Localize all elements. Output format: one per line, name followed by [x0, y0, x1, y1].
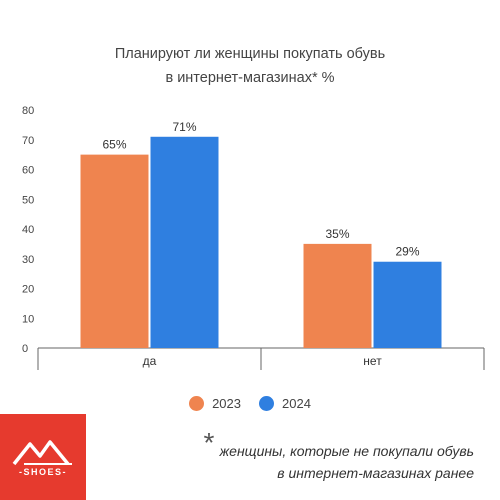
data-label-2023-0: 65%: [102, 138, 126, 152]
bar-2024-0: [150, 136, 219, 348]
y-tick-label: 10: [22, 313, 34, 325]
footnote-asterisk: *: [203, 427, 215, 458]
y-tick-label: 60: [22, 165, 34, 177]
chart-title-line1: Планируют ли женщины покупать обувь: [114, 46, 386, 62]
chart-legend: 2023 2024: [0, 396, 500, 411]
x-tick-label: да: [143, 354, 157, 368]
bar-2023-1: [303, 243, 372, 348]
legend-item-2024: 2024: [259, 396, 311, 411]
legend-swatch-2023: [189, 396, 205, 411]
chart-title-line2: в интернет-магазинах* %: [165, 70, 335, 86]
shoes-logo: -SHOES-: [0, 414, 86, 500]
y-tick-label: 30: [22, 254, 34, 266]
y-tick-label: 0: [22, 343, 28, 355]
legend-item-2023: 2023: [189, 396, 241, 411]
logo-text: -SHOES-: [18, 467, 67, 477]
y-tick-label: 40: [22, 224, 34, 236]
chart-title: Планируют ли женщины покупать обувь в ин…: [0, 42, 500, 90]
data-label-2024-1: 29%: [395, 245, 419, 259]
y-tick-label: 50: [22, 194, 34, 206]
mountain-icon: [12, 440, 72, 466]
bar-2024-1: [373, 261, 442, 348]
data-label-2023-1: 35%: [325, 227, 349, 241]
legend-label-2024: 2024: [282, 396, 311, 411]
y-tick-label: 20: [22, 284, 34, 296]
legend-label-2023: 2023: [212, 396, 241, 411]
footnote-line1: женщины, которые не покупали обувь: [219, 443, 474, 459]
bar-2023-0: [80, 154, 149, 348]
y-tick-label: 70: [22, 135, 34, 147]
footnote-line2: в интернет-магазинах ранее: [277, 465, 474, 481]
footnote: * женщины, которые не покупали обувь в и…: [204, 429, 474, 484]
legend-swatch-2024: [259, 396, 274, 411]
data-label-2024-0: 71%: [172, 120, 196, 134]
x-tick-label: нет: [363, 354, 382, 368]
y-tick-label: 80: [22, 105, 34, 117]
